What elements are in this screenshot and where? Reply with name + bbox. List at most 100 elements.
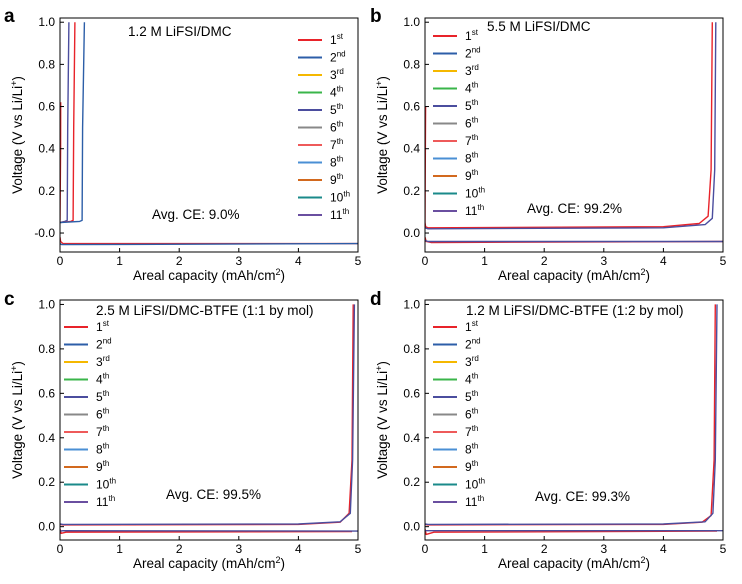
legend-label-num: 10	[465, 478, 479, 492]
legend-label-sup: th	[477, 494, 484, 503]
legend-label-sup: rd	[472, 354, 479, 363]
x-tick-label: 1	[116, 254, 123, 268]
y-tick-label: 0.4	[403, 142, 420, 156]
x-axis-label-end: )	[281, 268, 286, 283]
legend-label-num: 7	[96, 425, 103, 439]
series-line-4	[425, 22, 717, 230]
legend-label: 5th	[465, 389, 478, 404]
y-tick-label: 0.6	[38, 386, 55, 400]
series-line-3	[425, 22, 713, 229]
legend-label-sup: th	[478, 186, 485, 195]
legend-label: 8th	[465, 151, 478, 166]
series-line-1	[425, 528, 718, 536]
legend-label-num: 7	[330, 138, 337, 152]
legend-label: 8th	[465, 442, 478, 457]
legend-label: 4th	[330, 85, 343, 100]
x-tick-label: 3	[600, 542, 607, 556]
legend-label-num: 3	[330, 68, 337, 82]
legend-label-num: 1	[330, 33, 337, 47]
avg-ce-annotation: Avg. CE: 99.5%	[166, 487, 261, 502]
legend-label: 1st	[96, 319, 110, 334]
legend-label-num: 5	[330, 103, 337, 117]
legend-label-sup: st	[472, 28, 479, 37]
legend-label-num: 6	[465, 117, 472, 131]
legend-label-sup: th	[108, 494, 115, 503]
x-axis-label-main: Areal capacity (mAh/cm	[133, 268, 276, 283]
y-axis-label: Voltage (V vs Li/Li+)	[374, 76, 390, 194]
legend-label-num: 11	[96, 495, 109, 509]
legend-label: 10th	[330, 190, 350, 205]
legend-label: 5th	[330, 102, 343, 117]
y-tick-label: 0.2	[403, 475, 420, 489]
legend-label-num: 6	[465, 408, 472, 422]
legend-label-sup: th	[337, 120, 344, 129]
legend-label-sup: th	[337, 137, 344, 146]
legend-label-num: 11	[465, 204, 478, 218]
legend-label-num: 6	[96, 408, 103, 422]
legend-label-sup: th	[477, 203, 484, 212]
x-tick-label: 4	[295, 542, 302, 556]
x-axis-label-end: )	[281, 556, 286, 571]
chart-panel-b: b 5.5 M LiFSI/DMC Avg. CE: 99.2% 0 1 2 3 4 5 0.0 0…	[370, 6, 727, 283]
legend-label-sup: rd	[337, 67, 344, 76]
avg-ce-annotation: Avg. CE: 99.3%	[535, 489, 630, 504]
legend-label-num: 4	[96, 373, 103, 387]
x-axis-label-main: Areal capacity (mAh/cm	[498, 556, 641, 571]
legend-label-num: 2	[465, 47, 472, 61]
legend-label-sup: rd	[103, 354, 110, 363]
y-tick-label: 0.8	[38, 342, 55, 356]
y-tick-label: 0.4	[38, 142, 55, 156]
series-group	[425, 304, 723, 536]
legend-label-sup: rd	[472, 63, 479, 72]
y-axis-label-main: Voltage (V vs Li/Li	[375, 86, 390, 194]
legend-label: 3rd	[330, 67, 344, 82]
legend-label-num: 3	[465, 355, 472, 369]
legend-label: 11th	[96, 494, 115, 509]
y-tick-label: 0.4	[403, 431, 420, 445]
legend-label-sup: th	[342, 207, 349, 216]
legend-label-sup: th	[472, 116, 479, 125]
series-line-4	[425, 304, 718, 526]
legend-label-sup: th	[472, 407, 479, 416]
legend-label: 11th	[330, 207, 349, 222]
legend-label: 1st	[330, 32, 344, 47]
legend-label-num: 5	[465, 99, 472, 113]
y-tick-label: 0.2	[38, 475, 55, 489]
y-tick-label: 0.8	[38, 57, 55, 71]
legend-label: 8th	[330, 155, 343, 170]
legend-label-sup: nd	[472, 46, 481, 55]
x-axis-label-sup: 2	[641, 555, 646, 565]
legend-label-sup: th	[103, 389, 110, 398]
legend-label: 9th	[465, 459, 478, 474]
legend-label-num: 3	[465, 64, 472, 78]
x-tick-label: 0	[57, 542, 64, 556]
legend-label-sup: st	[472, 319, 479, 328]
y-tick-label: 0.4	[38, 431, 55, 445]
x-tick-label: 1	[116, 542, 123, 556]
x-axis-label-main: Areal capacity (mAh/cm	[498, 268, 641, 283]
x-tick-label: 0	[57, 254, 64, 268]
y-tick-label: 0.0	[403, 520, 420, 534]
legend-label-sup: th	[472, 389, 479, 398]
plot-frame	[59, 17, 359, 253]
legend-label-num: 9	[465, 169, 472, 183]
legend-label: 6th	[465, 407, 478, 422]
legend-label-sup: th	[343, 190, 350, 199]
x-tick-label: 1	[481, 254, 488, 268]
legend-label-sup: th	[337, 155, 344, 164]
panel-letter: c	[4, 289, 15, 310]
legend-label: 8th	[96, 442, 109, 457]
y-axis-label: Voltage (V vs Li/Li+)	[9, 361, 25, 479]
chart-title: 2.5 M LiFSI/DMC-BTFE (1:1 by mol)	[96, 303, 314, 318]
legend-label-sup: th	[472, 151, 479, 160]
legend-label: 6th	[96, 407, 109, 422]
legend-label-sup: th	[337, 172, 344, 181]
legend-label-num: 7	[465, 134, 472, 148]
plot-frame	[424, 17, 724, 253]
legend-label-num: 2	[330, 51, 337, 65]
legend-label-sup: th	[337, 102, 344, 111]
legend-label: 3rd	[465, 63, 479, 78]
y-axis-label-end: )	[10, 76, 25, 81]
